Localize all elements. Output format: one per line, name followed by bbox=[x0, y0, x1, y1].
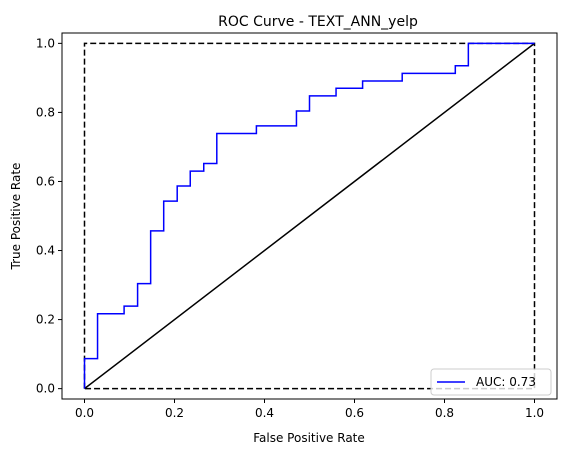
y-axis-label: True Positive Rate bbox=[9, 163, 23, 271]
x-tick-label: 0.8 bbox=[435, 406, 454, 420]
plot-area bbox=[83, 42, 536, 390]
x-axis-label: False Positive Rate bbox=[253, 431, 365, 445]
x-tick-label: 0.6 bbox=[345, 406, 364, 420]
x-tick-label: 0.2 bbox=[165, 406, 184, 420]
legend-box bbox=[430, 368, 552, 396]
y-tick-label: 1.0 bbox=[36, 36, 55, 50]
x-tick-label: 1.0 bbox=[525, 406, 544, 420]
y-tick-label: 0.6 bbox=[36, 174, 55, 188]
chance-diagonal-line bbox=[84, 42, 535, 390]
y-tick-label: 0.8 bbox=[36, 105, 55, 119]
chart-title: ROC Curve - TEXT_ANN_yelp bbox=[218, 14, 418, 30]
roc-curve-line bbox=[83, 42, 535, 389]
y-tick-label: 0.0 bbox=[36, 382, 55, 396]
y-tick-label: 0.4 bbox=[36, 244, 55, 258]
legend: AUC: 0.73 bbox=[430, 368, 552, 396]
axis-ticks: 0.0 0.2 0.4 0.6 0.8 1.0 0.0 0.2 0.4 0.6 0.8 1.0 bbox=[36, 36, 544, 420]
x-tick-label: 0.4 bbox=[255, 406, 274, 420]
legend-entry-auc: AUC: 0.73 bbox=[476, 375, 536, 389]
y-tick-label: 0.2 bbox=[36, 313, 55, 327]
plot-frame bbox=[61, 32, 558, 400]
x-tick-label: 0.0 bbox=[75, 406, 94, 420]
